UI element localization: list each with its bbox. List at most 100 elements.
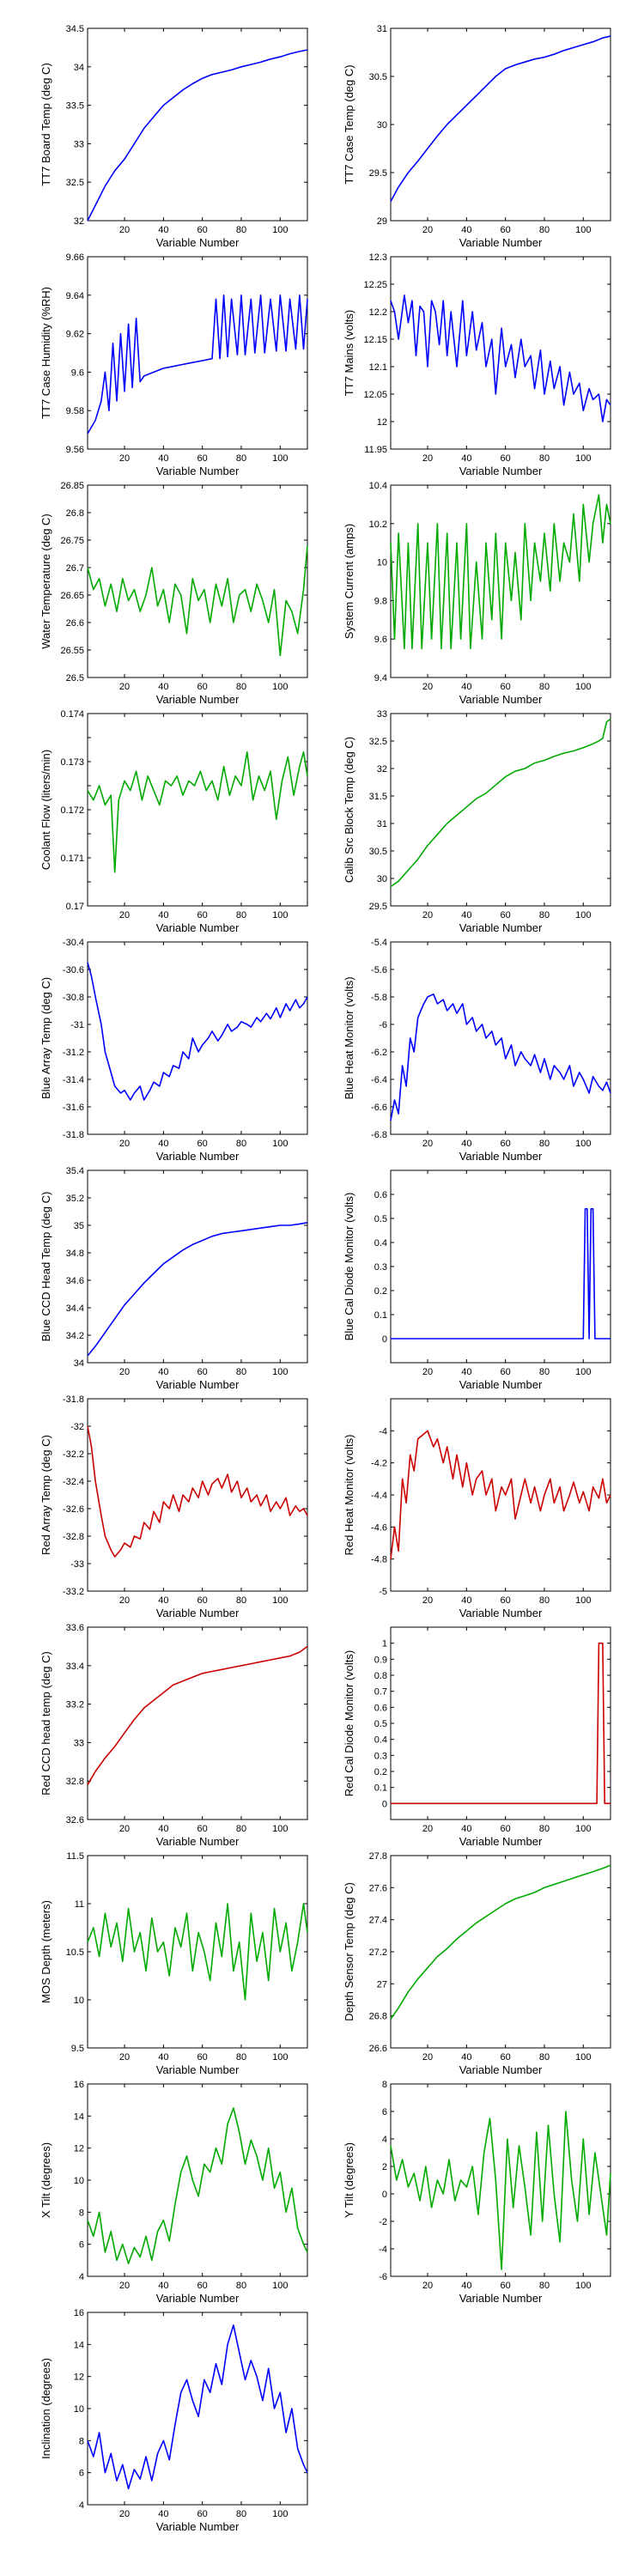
- axes-frame: [390, 713, 611, 907]
- y-tick-label: -2: [379, 2217, 387, 2227]
- series-line-1: [391, 1208, 611, 1340]
- y-tick-label: 26.75: [60, 536, 84, 546]
- y-tick-label: 0: [382, 1334, 387, 1345]
- y-tick-label: 34.5: [66, 24, 84, 34]
- y-tick-label: 6: [382, 2107, 387, 2117]
- y-tick-label: -33: [70, 1559, 84, 1570]
- subplot-20: 20 40 60 80 100 -6 -4 -2 0 2 4 6 8 Variable Number Y T…: [343, 2080, 611, 2305]
- y-tick-label: -5.8: [371, 993, 387, 1003]
- x-tick-label: 100: [575, 1139, 591, 1149]
- y-tick-label: -32: [70, 1422, 84, 1432]
- y-tick-label: 12.25: [363, 280, 387, 290]
- x-tick-label: 100: [272, 2052, 288, 2063]
- y-tick-label: 0.5: [374, 1214, 387, 1224]
- x-tick-label: 80: [539, 453, 550, 464]
- x-tick-label: 40: [461, 225, 471, 235]
- x-tick-label: 60: [197, 1367, 208, 1377]
- y-tick-label: 0.8: [374, 1671, 387, 1681]
- y-tick-label: 10: [377, 558, 387, 568]
- axes-frame: [87, 941, 308, 1135]
- x-tick-label: 60: [197, 225, 208, 235]
- y-tick-label: 10: [74, 2176, 84, 2186]
- y-tick-label: 9.4: [374, 673, 387, 683]
- axes-frame: [87, 1626, 308, 1820]
- x-tick-label: 60: [197, 1139, 208, 1149]
- y-tick-label: 10: [74, 2404, 84, 2415]
- x-tick-label: 80: [236, 2281, 246, 2291]
- y-tick-label: 4: [79, 2500, 84, 2511]
- y-tick-label: 0.171: [60, 854, 84, 864]
- x-tick-label: 20: [422, 682, 433, 692]
- y-tick-label: 12: [74, 2372, 84, 2383]
- subplot-15: 20 40 60 80 100 32.6 32.8 33 33.2 33.4 33.6 Variabl…: [39, 1623, 308, 1848]
- y-tick-label: 27.4: [369, 1916, 387, 1926]
- y-tick-label: 11: [75, 1899, 84, 1910]
- y-tick-label: 12: [377, 417, 387, 428]
- y-axis-label: TT7 Case Temp (deg C): [343, 64, 355, 184]
- x-tick-label: 60: [197, 2509, 208, 2519]
- x-tick-label: 40: [158, 225, 168, 235]
- y-tick-label: 33: [377, 709, 387, 720]
- x-tick-label: 100: [575, 225, 591, 235]
- x-axis-label: Variable Number: [459, 1378, 543, 1391]
- x-tick-label: 40: [461, 682, 471, 692]
- x-tick-label: 20: [119, 2509, 130, 2519]
- x-tick-label: 60: [501, 453, 511, 464]
- x-tick-label: 20: [119, 1139, 130, 1149]
- x-tick-label: 60: [501, 1595, 511, 1606]
- y-tick-label: 0: [382, 2190, 387, 2200]
- x-tick-label: 100: [272, 225, 288, 235]
- y-tick-label: 0.174: [60, 709, 84, 720]
- y-tick-label: 9.8: [374, 596, 387, 606]
- subplot-10: 20 40 60 80 100 -6.8 -6.6 -6.4 -6.2 -6 -5.8 -5.6 -5.…: [343, 938, 611, 1163]
- series-line-1: [390, 718, 611, 888]
- series-line-1: [390, 35, 611, 202]
- x-tick-label: 40: [158, 453, 168, 464]
- y-axis-label: TT7 Case Humidity (%RH): [39, 287, 52, 419]
- y-tick-label: 0.6: [374, 1190, 387, 1200]
- y-axis-label: Red Heat Monitor (volts): [343, 1435, 355, 1556]
- series-line-1: [390, 1430, 611, 1559]
- y-tick-label: -4.8: [371, 1555, 387, 1565]
- y-tick-label: 31.5: [369, 792, 387, 802]
- x-tick-label: 60: [501, 225, 511, 235]
- y-tick-label: 30: [377, 874, 387, 884]
- y-axis-label: Blue Heat Monitor (volts): [343, 976, 355, 1099]
- y-tick-label: 10.4: [369, 481, 387, 491]
- y-tick-label: 33: [74, 139, 84, 149]
- y-axis-label: Red Cal Diode Monitor (volts): [343, 1650, 355, 1797]
- x-tick-label: 80: [539, 1595, 550, 1606]
- y-tick-label: 32.8: [66, 1777, 84, 1787]
- y-tick-label: 12.3: [369, 252, 387, 263]
- subplot-19: 20 40 60 80 100 4 6 8 10 12 14 16 Variable Number X T…: [39, 2080, 308, 2305]
- y-tick-label: -31.8: [63, 1394, 84, 1405]
- y-tick-label: 33.4: [66, 1662, 84, 1672]
- y-tick-label: 34: [74, 1358, 84, 1369]
- x-tick-label: 80: [539, 1824, 550, 1834]
- x-tick-label: 20: [119, 453, 130, 464]
- y-axis-label: Calib Src Block Temp (deg C): [343, 737, 355, 883]
- y-tick-label: 32: [74, 216, 84, 227]
- x-tick-label: 60: [501, 1824, 511, 1834]
- y-tick-label: 11.95: [364, 445, 387, 455]
- y-tick-label: 26.65: [60, 591, 84, 601]
- x-tick-label: 40: [158, 2281, 168, 2291]
- y-tick-label: 34.8: [66, 1249, 84, 1259]
- y-tick-label: 12: [74, 2144, 84, 2154]
- series-line-1: [87, 1645, 308, 1786]
- y-axis-label: System Current (amps): [343, 524, 355, 639]
- y-axis-label: X Tilt (degrees): [39, 2142, 52, 2218]
- x-tick-label: 20: [119, 1824, 130, 1834]
- x-axis-label: Variable Number: [156, 921, 240, 934]
- x-tick-label: 100: [272, 682, 288, 692]
- x-tick-label: 100: [575, 453, 591, 464]
- y-axis-label: Blue Array Temp (deg C): [39, 977, 52, 1099]
- y-tick-label: 35: [74, 1221, 84, 1231]
- subplot-5: 20 40 60 80 100 26.5 26.55 26.6 26.65 26.7 26.75 26…: [39, 481, 308, 706]
- y-tick-label: 8: [382, 2080, 387, 2090]
- x-tick-label: 60: [197, 682, 208, 692]
- subplot-18: 20 40 60 80 100 26.6 26.8 27 27.2 27.4 27.6 27.8 Var…: [343, 1851, 611, 2076]
- subplot-12: 20 40 60 80 100 0 0.1 0.2 0.3 0.4 0.5 0.6 Variable N…: [343, 1170, 611, 1391]
- y-axis-label: TT7 Mains (volts): [343, 310, 355, 396]
- y-tick-label: 11.5: [66, 1851, 84, 1862]
